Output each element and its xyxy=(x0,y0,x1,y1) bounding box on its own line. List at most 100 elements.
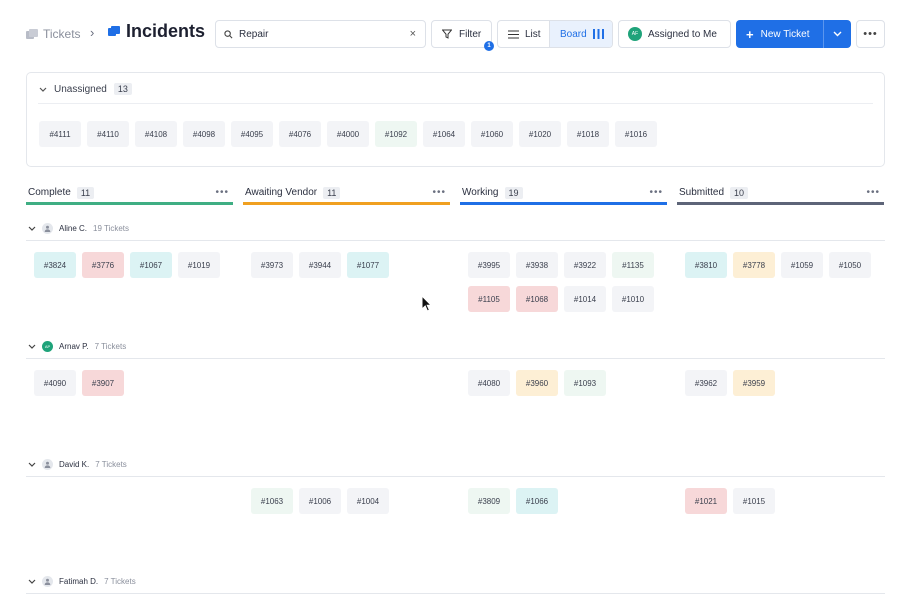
ticket-chip[interactable]: #1021 xyxy=(685,488,727,514)
breadcrumb-tickets[interactable]: Tickets xyxy=(26,26,81,42)
column-count: 19 xyxy=(504,186,523,199)
group-header[interactable]: David K. 7 Tickets xyxy=(26,455,885,473)
ticket-cell: #4080 #3960 #1093 xyxy=(468,370,668,396)
column-count: 11 xyxy=(323,186,341,199)
column-header-working: Working 19 ••• xyxy=(460,183,667,205)
ticket-chip[interactable]: #3810 xyxy=(685,252,727,278)
divider xyxy=(38,103,873,104)
ticket-chip[interactable]: #3922 xyxy=(564,252,606,278)
column-more-icon[interactable]: ••• xyxy=(432,187,446,198)
unassigned-header[interactable]: Unassigned 13 xyxy=(39,83,132,95)
board-view-button[interactable]: Board xyxy=(549,21,612,47)
ticket-chip[interactable]: #3824 xyxy=(34,252,76,278)
chevron-down-icon xyxy=(28,344,36,349)
column-header-awaiting-vendor: Awaiting Vendor 11 ••• xyxy=(243,183,450,205)
ticket-chip[interactable]: #1093 xyxy=(564,370,606,396)
ticket-chip[interactable]: #1018 xyxy=(567,121,609,147)
group-divider xyxy=(26,358,885,359)
ticket-chip[interactable]: #1010 xyxy=(612,286,654,312)
ticket-chip[interactable]: #3973 xyxy=(251,252,293,278)
ticket-chip[interactable]: #4000 xyxy=(327,121,369,147)
group-divider xyxy=(26,240,885,241)
ticket-chip[interactable]: #3776 xyxy=(82,252,124,278)
unassigned-label: Unassigned xyxy=(54,83,107,95)
ticket-chip[interactable]: #3809 xyxy=(468,488,510,514)
column-count: 10 xyxy=(730,186,749,199)
assigned-label: Assigned to Me xyxy=(648,28,717,40)
ticket-cell: #3810 #3778 #1059 #1050 xyxy=(685,252,885,278)
ticket-chip[interactable]: #3962 xyxy=(685,370,727,396)
group-ticket-count: 19 Tickets xyxy=(93,223,130,233)
more-options-button[interactable]: ••• xyxy=(856,20,885,48)
column-more-icon[interactable]: ••• xyxy=(215,187,229,198)
column-more-icon[interactable]: ••• xyxy=(866,187,880,198)
list-view-label: List xyxy=(525,28,541,40)
filter-button[interactable]: Filter xyxy=(431,20,492,48)
group-name: Aline C. xyxy=(59,223,88,233)
ticket-cell: #3973 #3944 #1077 xyxy=(251,252,451,278)
ticket-chip[interactable]: #1092 xyxy=(375,121,417,147)
person-icon xyxy=(42,575,53,587)
new-ticket-dropdown-button[interactable] xyxy=(823,20,851,48)
ticket-chip[interactable]: #3907 xyxy=(82,370,124,396)
ticket-chip[interactable]: #1019 xyxy=(178,252,220,278)
new-ticket-label: New Ticket xyxy=(760,28,810,40)
ticket-chip[interactable]: #1015 xyxy=(733,488,775,514)
ticket-chip[interactable]: #3938 xyxy=(516,252,558,278)
ticket-chip[interactable]: #1066 xyxy=(516,488,558,514)
ticket-chip[interactable]: #3944 xyxy=(299,252,341,278)
chevron-down-icon xyxy=(833,31,842,37)
group-header[interactable]: AP Arnav P. 7 Tickets xyxy=(26,337,885,355)
ticket-chip[interactable]: #4076 xyxy=(279,121,321,147)
column-header-submitted: Submitted 10 ••• xyxy=(677,183,884,205)
ticket-chip[interactable]: #1064 xyxy=(423,121,465,147)
page-title-text: Incidents xyxy=(126,21,206,41)
new-ticket-button[interactable]: + New Ticket xyxy=(736,20,823,48)
ticket-chip[interactable]: #1014 xyxy=(564,286,606,312)
ticket-chip[interactable]: #4111 xyxy=(39,121,81,147)
group-name: Arnav P. xyxy=(59,341,89,351)
ticket-chip[interactable]: #1077 xyxy=(347,252,389,278)
ticket-chip[interactable]: #1105 xyxy=(468,286,510,312)
ticket-chip[interactable]: #1020 xyxy=(519,121,561,147)
ticket-chip[interactable]: #1006 xyxy=(299,488,341,514)
column-label: Submitted xyxy=(679,187,725,198)
ticket-chip[interactable]: #3959 xyxy=(733,370,775,396)
ticket-chip[interactable]: #3778 xyxy=(733,252,775,278)
ticket-cell: #3824 #3776 #1067 #1019 xyxy=(34,252,234,278)
column-label: Awaiting Vendor xyxy=(245,187,318,198)
ticket-chip[interactable]: #3995 xyxy=(468,252,510,278)
group-ticket-count: 7 Tickets xyxy=(104,576,136,586)
ticket-chip[interactable]: #1059 xyxy=(781,252,823,278)
ticket-chip[interactable]: #1063 xyxy=(251,488,293,514)
group-name: Fatimah D. xyxy=(59,576,99,586)
column-more-icon[interactable]: ••• xyxy=(649,187,663,198)
ticket-chip[interactable]: #1135 xyxy=(612,252,654,278)
ticket-chip[interactable]: #1060 xyxy=(471,121,513,147)
ticket-cell: #1021 #1015 xyxy=(685,488,885,514)
ticket-chip[interactable]: #4110 xyxy=(87,121,129,147)
clear-search-icon[interactable]: × xyxy=(409,28,416,40)
group-header[interactable]: Fatimah D. 7 Tickets xyxy=(26,572,885,590)
ticket-chip[interactable]: #4108 xyxy=(135,121,177,147)
unassigned-count: 13 xyxy=(113,83,132,95)
ticket-chip[interactable]: #1004 xyxy=(347,488,389,514)
chevron-down-icon xyxy=(28,579,36,584)
search-input[interactable] xyxy=(239,28,399,40)
group-header[interactable]: Aline C. 19 Tickets xyxy=(26,219,885,237)
ticket-chip[interactable]: #1016 xyxy=(615,121,657,147)
ticket-chip[interactable]: #1050 xyxy=(829,252,871,278)
ticket-chip[interactable]: #4090 xyxy=(34,370,76,396)
column-label: Complete xyxy=(28,187,71,198)
list-view-button[interactable]: List xyxy=(498,21,549,47)
assigned-to-me-button[interactable]: AF Assigned to Me xyxy=(618,20,731,48)
ticket-chip[interactable]: #1067 xyxy=(130,252,172,278)
chevron-down-icon xyxy=(28,462,36,467)
ticket-chip[interactable]: #4095 xyxy=(231,121,273,147)
ticket-chip[interactable]: #4098 xyxy=(183,121,225,147)
ticket-chip[interactable]: #4080 xyxy=(468,370,510,396)
ticket-chip[interactable]: #3960 xyxy=(516,370,558,396)
group-ticket-count: 7 Tickets xyxy=(95,459,127,469)
ticket-chip[interactable]: #1068 xyxy=(516,286,558,312)
mouse-cursor-icon xyxy=(421,295,433,312)
